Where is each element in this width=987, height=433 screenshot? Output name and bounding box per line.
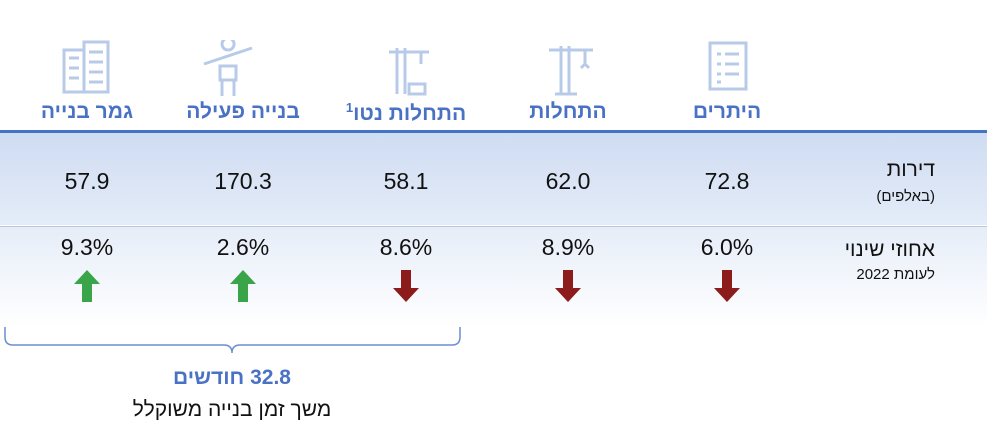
header-label: התחלות (529, 100, 607, 123)
header-label: התחלות נטו (353, 102, 467, 125)
crane-net-icon (389, 48, 429, 96)
header-label: גמר בנייה (40, 100, 134, 123)
row-sublabel: לעומת 2022 (856, 266, 935, 283)
column-header: בנייה פעילה (186, 100, 300, 124)
bracket-caption: משך זמן בנייה משוקלל (132, 398, 332, 421)
building-icon (62, 40, 110, 94)
arrow-down (393, 270, 419, 302)
bracket-value: 32.8 חודשים (173, 366, 291, 389)
units-value: 58.1 (383, 168, 429, 194)
units-value: 170.3 (214, 168, 272, 194)
units-value: 62.0 (545, 168, 591, 194)
arrow-down (555, 270, 581, 302)
row-label: אחוזי שינוי (844, 238, 935, 261)
crane-icon (549, 46, 593, 96)
change-value: 8.6% (379, 234, 433, 260)
row-sublabel: (באלפים) (876, 188, 935, 205)
bracket (4, 327, 461, 354)
column-header: התחלות (529, 100, 606, 124)
footnote-mark: 1 (345, 100, 354, 115)
header-label: היתרים (692, 100, 762, 123)
units-band (0, 130, 987, 225)
column-header: היתרים (693, 100, 761, 124)
change-value: 2.6% (216, 234, 270, 260)
change-value: 6.0% (700, 234, 754, 260)
units-value: 57.9 (64, 168, 110, 194)
units-value: 72.8 (704, 168, 750, 194)
header-label: בנייה פעילה (186, 100, 300, 123)
column-header: התחלות נטו1 (346, 100, 466, 126)
permit-icon (708, 41, 748, 91)
worker-icon (203, 40, 253, 96)
row-label: דירות (886, 158, 935, 181)
change-value: 8.9% (541, 234, 595, 260)
change-value: 9.3% (60, 234, 114, 260)
arrow-up (74, 270, 100, 302)
change-band (0, 226, 987, 327)
arrow-up (230, 270, 256, 302)
column-header: גמר בנייה (41, 100, 133, 124)
arrow-down (714, 270, 740, 302)
